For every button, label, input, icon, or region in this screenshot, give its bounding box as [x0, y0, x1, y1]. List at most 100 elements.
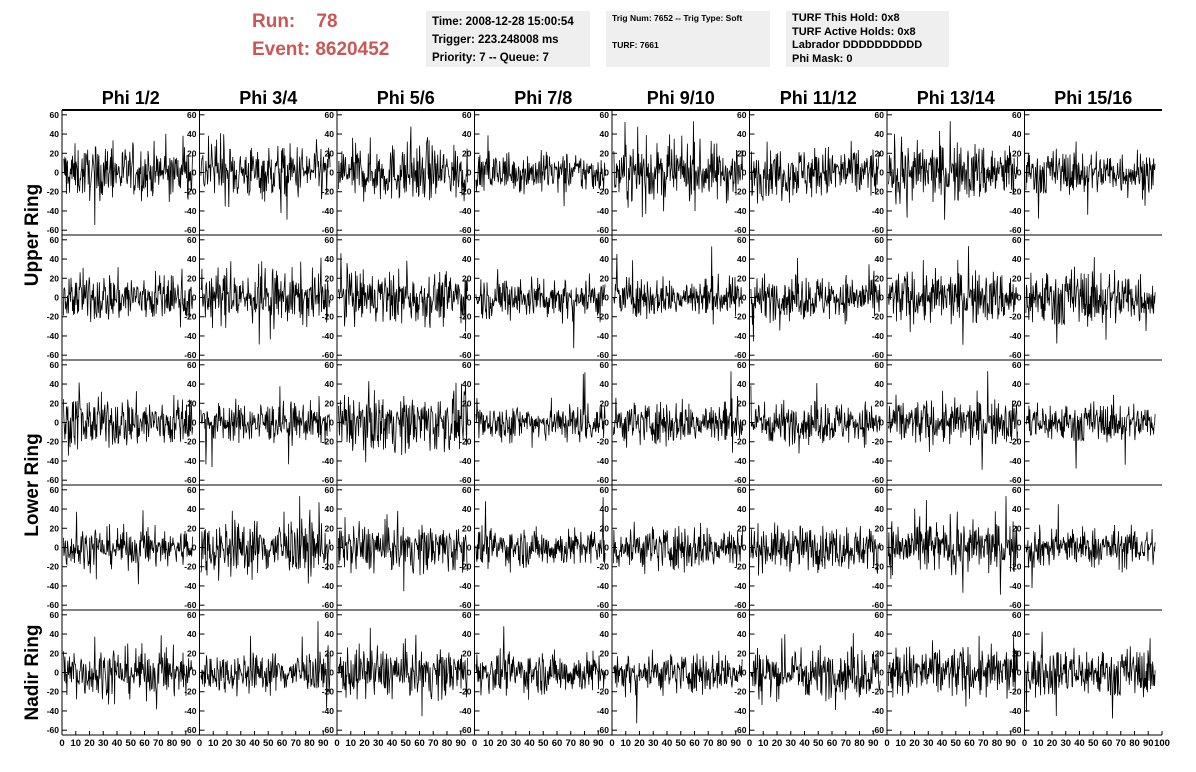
y-tick-label: 60 [325, 110, 335, 120]
x-tick-label: 60 [414, 738, 425, 749]
x-tick-label: 90 [868, 738, 879, 749]
y-tick-label: -40 [597, 456, 610, 466]
y-tick-label: -20 [597, 562, 610, 572]
y-tick-label: 20 [875, 398, 885, 408]
y-tick-label: -20 [872, 687, 885, 697]
y-tick-label: -20 [1009, 687, 1022, 697]
x-tick-label: 100 [1154, 738, 1170, 749]
y-tick-label: 0 [742, 668, 747, 678]
x-tick-label: 90 [593, 738, 604, 749]
waveform-trace [613, 521, 743, 574]
waveform-trace [338, 126, 468, 202]
x-tick-label: 70 [1115, 738, 1126, 749]
y-tick-label: 40 [737, 254, 747, 264]
y-tick-label: 20 [875, 523, 885, 533]
y-tick-label: 60 [325, 360, 335, 370]
waveform-trace [63, 635, 193, 710]
y-tick-label: 60 [462, 235, 472, 245]
y-tick-label: 60 [1012, 235, 1022, 245]
y-tick-label: -40 [322, 331, 335, 341]
column-header: Phi 5/6 [377, 88, 435, 108]
y-tick-label: -60 [322, 725, 335, 735]
x-tick-label: 0 [747, 738, 752, 749]
y-tick-label: 40 [875, 379, 885, 389]
y-tick-label: 40 [187, 629, 197, 639]
y-tick-label: 60 [600, 610, 610, 620]
y-tick-label: -60 [459, 725, 472, 735]
waveform-trace [475, 135, 606, 207]
waveform-trace [613, 121, 743, 218]
x-tick-label: 90 [180, 738, 191, 749]
y-tick-label: 60 [600, 235, 610, 245]
x-tick-label: 90 [318, 738, 329, 749]
y-tick-label: 60 [600, 360, 610, 370]
y-tick-label: 60 [462, 360, 472, 370]
waveform-trace [338, 253, 468, 332]
turf-info-box: TURF This Hold: 0x8 TURF Active Holds: 0… [786, 11, 949, 67]
y-tick-label: -20 [734, 562, 747, 572]
event-label: Event: [252, 39, 311, 60]
y-tick-label: -20 [322, 562, 335, 572]
y-tick-label: -20 [872, 187, 885, 197]
y-tick-label: -20 [597, 437, 610, 447]
y-tick-label: 0 [742, 293, 747, 303]
y-tick-label: 20 [325, 398, 335, 408]
y-tick-label: 0 [604, 543, 609, 553]
x-tick-label: 80 [442, 738, 453, 749]
y-tick-label: 0 [1017, 168, 1022, 178]
x-tick-label: 10 [208, 738, 219, 749]
x-tick-label: 50 [538, 738, 549, 749]
y-tick-label: 0 [1017, 668, 1022, 678]
priority-line: Priority: 7 -- Queue: 7 [432, 52, 549, 64]
y-tick-label: 20 [187, 523, 197, 533]
y-tick-label: 60 [1012, 110, 1022, 120]
y-tick-label: 40 [50, 129, 60, 139]
y-tick-label: -60 [47, 475, 60, 485]
y-tick-label: 0 [879, 543, 884, 553]
ring-label: Upper Ring [22, 184, 43, 286]
y-tick-label: -40 [459, 456, 472, 466]
y-tick-label: -60 [459, 600, 472, 610]
y-tick-label: 40 [50, 379, 60, 389]
y-tick-label: 20 [737, 523, 747, 533]
y-tick-label: 0 [54, 543, 59, 553]
y-tick-label: 0 [54, 168, 59, 178]
y-tick-label: 20 [462, 523, 472, 533]
waveform-trace [63, 510, 193, 585]
waveform-trace [750, 633, 881, 711]
y-tick-label: 20 [600, 398, 610, 408]
x-tick-label: 60 [964, 738, 975, 749]
y-tick-label: 60 [875, 235, 885, 245]
x-tick-label: 90 [1143, 738, 1154, 749]
x-tick-label: 60 [139, 738, 150, 749]
y-tick-label: -40 [459, 581, 472, 591]
y-tick-label: 20 [50, 398, 60, 408]
y-tick-label: -40 [872, 456, 885, 466]
x-tick-label: 10 [345, 738, 356, 749]
y-tick-label: 20 [50, 648, 60, 658]
y-tick-label: 40 [600, 254, 610, 264]
x-tick-label: 20 [497, 738, 508, 749]
y-tick-label: 20 [1012, 398, 1022, 408]
y-tick-label: -40 [734, 581, 747, 591]
y-tick-label: 20 [462, 398, 472, 408]
y-tick-label: 40 [1012, 629, 1022, 639]
y-tick-label: -60 [872, 725, 885, 735]
y-tick-label: 40 [462, 629, 472, 639]
y-tick-label: -40 [597, 581, 610, 591]
x-tick-label: 30 [923, 738, 934, 749]
waveform-trace [888, 371, 1018, 470]
y-tick-label: -60 [459, 475, 472, 485]
y-tick-label: 20 [187, 648, 197, 658]
waveform-trace [475, 626, 606, 700]
y-tick-label: 60 [737, 360, 747, 370]
y-tick-label: -20 [734, 437, 747, 447]
y-tick-label: -40 [47, 456, 60, 466]
y-tick-label: 0 [879, 168, 884, 178]
x-tick-label: 10 [70, 738, 81, 749]
event-row: Event: 8620452 [252, 36, 422, 64]
y-tick-label: -20 [184, 687, 197, 697]
y-tick-label: 40 [737, 629, 747, 639]
column-header: Phi 11/12 [780, 88, 857, 108]
x-tick-label: 40 [249, 738, 260, 749]
